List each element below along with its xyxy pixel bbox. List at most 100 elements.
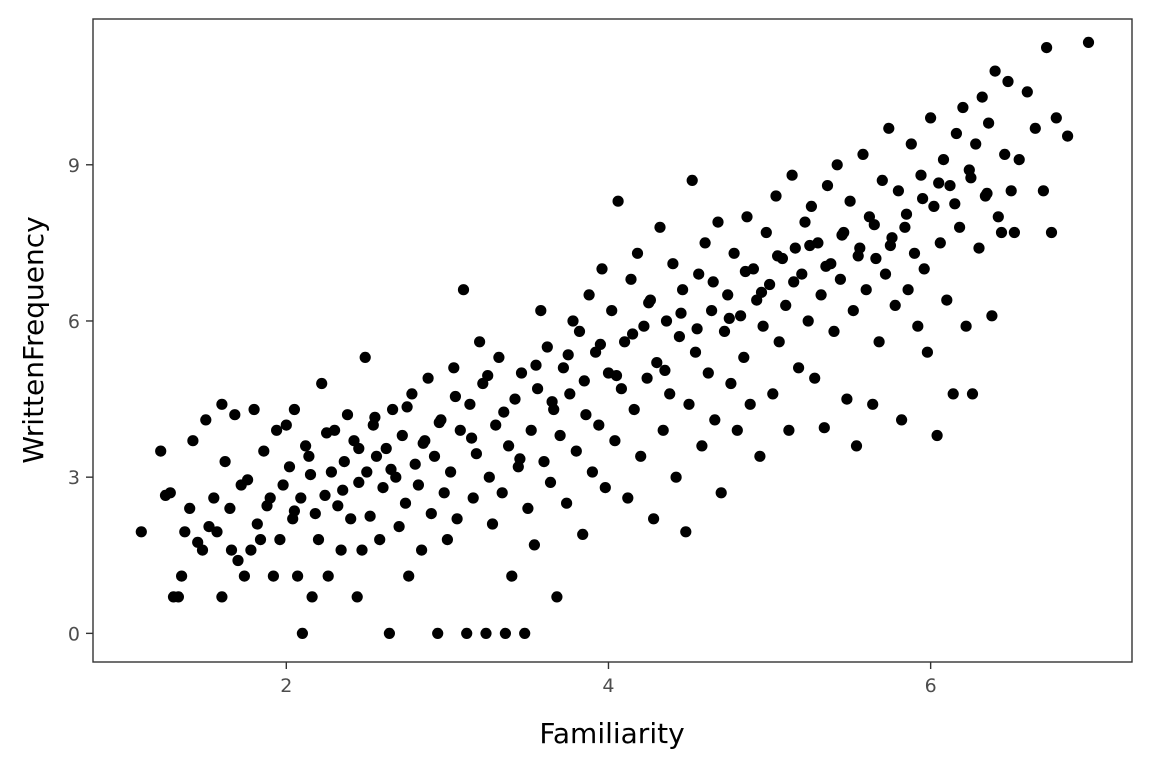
data-point <box>693 268 705 280</box>
data-point <box>657 424 669 436</box>
data-point <box>383 627 395 640</box>
data-point <box>612 195 624 207</box>
y-tick-label: 9 <box>68 155 80 177</box>
data-point <box>675 307 687 319</box>
data-point <box>353 442 365 455</box>
data-point <box>461 627 473 640</box>
data-point <box>986 310 998 322</box>
data-point <box>319 489 331 501</box>
data-point <box>449 390 461 403</box>
data-point <box>738 351 750 363</box>
data-point <box>780 299 792 311</box>
data-point <box>546 396 558 408</box>
data-point <box>809 372 821 384</box>
data-point <box>200 414 212 426</box>
data-point <box>821 180 834 192</box>
data-point <box>573 325 586 337</box>
data-point <box>544 476 557 488</box>
data-point <box>406 388 418 400</box>
data-point <box>931 429 943 442</box>
data-point <box>403 570 415 582</box>
data-point <box>723 312 735 324</box>
data-point <box>470 448 482 460</box>
data-point <box>248 403 260 416</box>
data-point <box>870 252 882 265</box>
data-point <box>970 138 982 150</box>
data-point <box>965 172 977 184</box>
data-point <box>1029 122 1041 134</box>
data-point <box>216 591 228 603</box>
data-point <box>828 325 840 337</box>
data-point <box>369 411 381 423</box>
data-point <box>788 276 800 288</box>
data-point <box>857 148 869 160</box>
data-point <box>509 393 521 405</box>
data-point <box>496 487 508 499</box>
x-tick-label: 6 <box>925 675 937 697</box>
data-point <box>873 336 885 348</box>
data-point <box>432 627 444 640</box>
data-point <box>764 278 776 291</box>
data-point <box>466 432 478 444</box>
data-point <box>593 419 605 431</box>
data-point <box>976 91 988 103</box>
data-point <box>433 416 445 429</box>
data-point <box>744 398 756 410</box>
data-point <box>609 435 621 447</box>
data-point <box>530 359 542 371</box>
data-point <box>288 403 300 416</box>
data-point <box>773 336 785 348</box>
data-point <box>370 450 383 462</box>
data-point <box>176 570 188 582</box>
x-axis: 2 4 6 <box>280 662 937 697</box>
data-point <box>731 424 743 436</box>
data-point <box>793 362 805 374</box>
data-point <box>635 450 647 462</box>
data-point <box>208 492 220 504</box>
data-point <box>196 544 209 556</box>
data-point <box>960 320 972 332</box>
data-point <box>562 349 574 361</box>
data-point <box>702 367 714 379</box>
data-point <box>804 239 816 252</box>
data-point <box>925 112 937 124</box>
data-point <box>528 539 541 551</box>
data-point <box>789 242 801 254</box>
data-point <box>944 180 956 192</box>
data-point <box>606 305 618 317</box>
data-point <box>541 341 553 353</box>
data-point <box>818 422 830 434</box>
data-point <box>900 208 913 220</box>
data-point <box>954 221 966 233</box>
data-point <box>1041 42 1053 54</box>
data-point <box>802 315 814 327</box>
data-point <box>551 591 563 603</box>
data-point <box>564 388 576 400</box>
data-point <box>815 289 827 301</box>
data-point <box>957 101 969 114</box>
data-point <box>300 440 312 452</box>
data-point <box>532 383 544 395</box>
data-point <box>947 388 959 400</box>
data-point <box>242 474 254 486</box>
data-point <box>594 338 607 350</box>
data-point <box>683 398 695 410</box>
data-point <box>164 487 176 499</box>
data-point <box>337 484 349 496</box>
data-point <box>322 570 334 582</box>
data-point <box>889 299 901 311</box>
data-point <box>755 286 768 298</box>
data-point <box>155 445 167 457</box>
data-point <box>482 370 494 382</box>
data-point <box>689 346 702 358</box>
data-point <box>995 226 1008 239</box>
data-point <box>1008 226 1021 239</box>
data-point <box>351 591 363 603</box>
data-point <box>934 237 946 249</box>
y-tick-label: 0 <box>68 623 80 645</box>
data-point <box>292 570 304 582</box>
data-point <box>627 328 639 340</box>
data-point <box>519 627 531 640</box>
data-point <box>799 216 811 228</box>
data-point <box>728 247 740 259</box>
